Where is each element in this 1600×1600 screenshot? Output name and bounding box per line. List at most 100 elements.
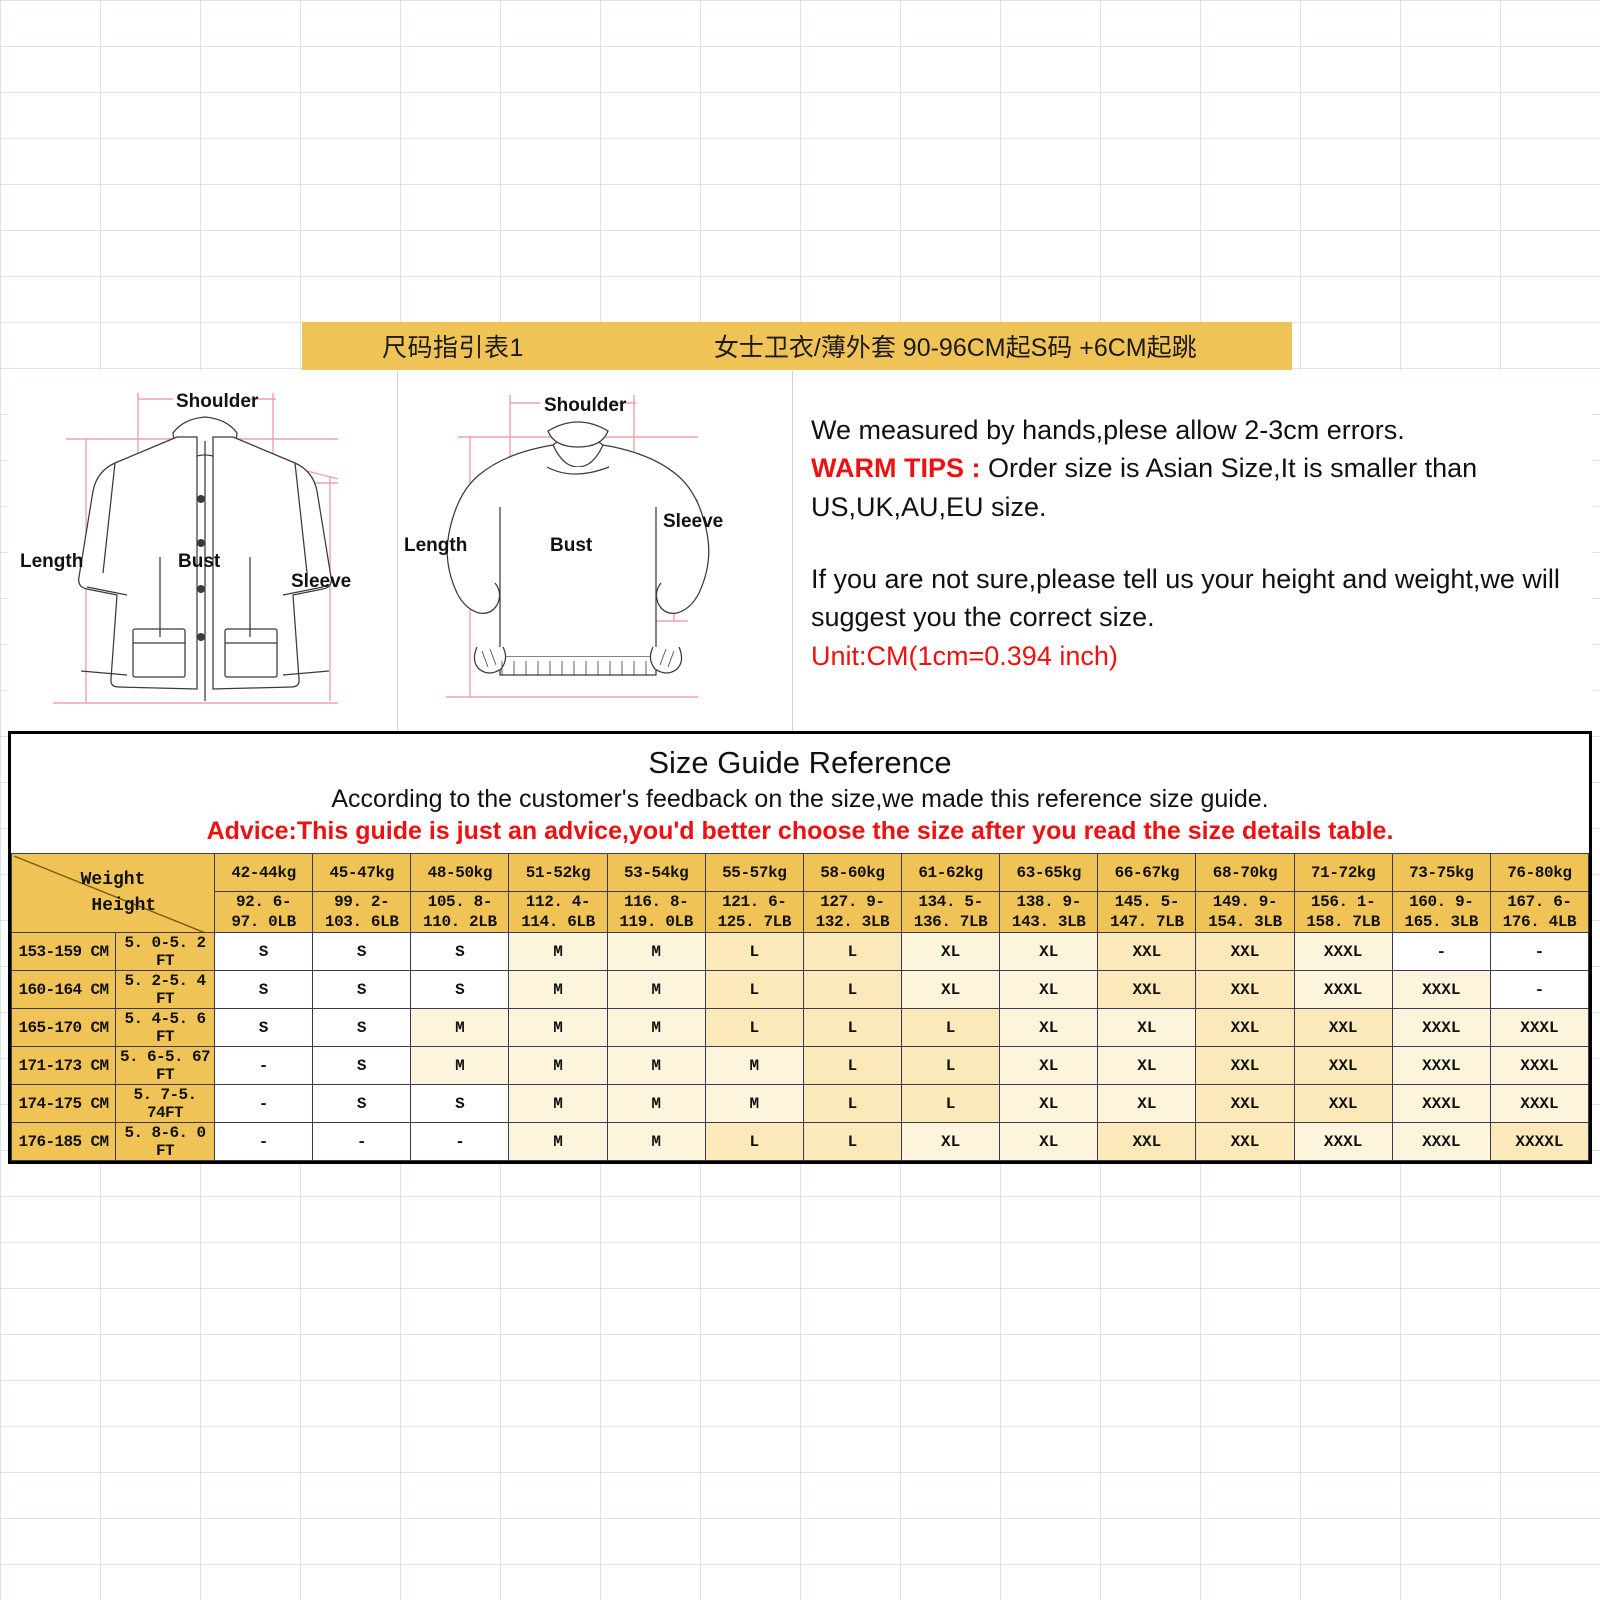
warm-tips-label: WARM TIPS (811, 453, 964, 484)
weight-lb-header-2: 105. 8- 110. 2LB (410, 891, 510, 933)
weight-lb-header-13: 167. 6- 176. 4LB (1489, 891, 1590, 933)
weight-kg-header-7: 61-62kg (900, 853, 1001, 892)
jacket-label-bust: Bust (178, 551, 221, 572)
size-cell-r0-c12: - (1391, 932, 1491, 971)
size-cell-r2-c10: XXL (1195, 1008, 1295, 1047)
weight-lb-header-6: 127. 9- 132. 3LB (802, 891, 903, 933)
height-ft-cell-0: 5. 0-5. 2 FT (114, 932, 216, 971)
weight-lb-header-7: 134. 5- 136. 7LB (900, 891, 1001, 933)
size-cell-r3-c2: M (410, 1046, 510, 1085)
jacket-label-length: Length (20, 551, 83, 572)
weight-lb-header-9: 145. 5- 147. 7LB (1097, 891, 1197, 933)
title-band-right-label: 女士卫衣/薄外套 90-96CM起S码 +6CM起跳 (713, 334, 1197, 362)
size-cell-r5-c7: XL (900, 1122, 1001, 1161)
size-cell-r4-c0: - (214, 1084, 314, 1123)
size-cell-r0-c10: XXL (1195, 932, 1295, 971)
size-cell-r3-c3: M (508, 1046, 608, 1085)
size-guide-advice: Advice:This guide is just an advice,you'… (206, 817, 1394, 846)
size-cell-r1-c3: M (508, 970, 608, 1009)
size-guide-block: Size Guide Reference According to the cu… (8, 731, 1592, 1164)
size-cell-r1-c2: S (410, 970, 510, 1009)
size-cell-r3-c4: M (606, 1046, 706, 1085)
size-cell-r1-c1: S (312, 970, 412, 1009)
size-cell-r3-c1: S (312, 1046, 412, 1085)
size-cell-r0-c9: XXL (1097, 932, 1197, 971)
size-cell-r0-c13: - (1489, 932, 1590, 971)
weight-kg-header-11: 71-72kg (1293, 853, 1393, 892)
size-cell-r4-c2: S (410, 1084, 510, 1123)
weight-kg-header-12: 73-75kg (1391, 853, 1491, 892)
size-cell-r0-c4: M (606, 932, 706, 971)
sweatshirt-diagram-svg: Shoulder Length Bust Sleeve (404, 395, 723, 698)
size-guide-title: Size Guide Reference (648, 745, 952, 780)
weight-kg-header-3: 51-52kg (508, 853, 608, 892)
table-row: 171-173 CM 5. 6-5. 67 FT - S M M M M L L XL XL XXL XX… (11, 1046, 1590, 1085)
weight-lb-header-8: 138. 9- 143. 3LB (999, 891, 1099, 933)
tips-line-1: We measured by hands,plese allow 2-3cm e… (811, 415, 1405, 445)
size-cell-r4-c5: M (704, 1084, 804, 1123)
weight-kg-header-0: 42-44kg (214, 853, 314, 892)
size-cell-r4-c6: L (802, 1084, 903, 1123)
tips-unit-line: Unit:CM(1cm=0.394 inch) (811, 640, 1118, 671)
sweatshirt-label-bust: Bust (550, 535, 593, 556)
size-cell-r0-c11: XXXL (1293, 932, 1393, 971)
size-cell-r4-c8: XL (999, 1084, 1099, 1123)
sweatshirt-illustration: Shoulder Length Bust Sleeve (398, 371, 793, 731)
size-cell-r2-c0: S (214, 1008, 314, 1047)
size-cell-r3-c6: L (802, 1046, 903, 1085)
size-cell-r0-c6: L (802, 932, 903, 971)
table-row: 165-170 CM 5. 4-5. 6 FT S S M M M L L L XL XL XXL XXL… (11, 1008, 1590, 1047)
size-cell-r4-c10: XXL (1195, 1084, 1295, 1123)
size-cell-r2-c2: M (410, 1008, 510, 1047)
tips-line-3: If you are not sure,please tell us your … (811, 563, 1560, 633)
weight-lb-header-1: 99. 2- 103. 6LB (312, 891, 412, 933)
table-row: 160-164 CM 5. 2-5. 4 FT S S S M M L L XL XL XXL XXL X… (11, 970, 1590, 1009)
size-cell-r1-c6: L (802, 970, 903, 1009)
size-cell-r4-c4: M (606, 1084, 706, 1123)
size-cell-r3-c5: M (704, 1046, 804, 1085)
size-cell-r3-c11: XXL (1293, 1046, 1393, 1085)
size-cell-r2-c7: L (900, 1008, 1001, 1047)
size-cell-r4-c13: XXXL (1489, 1084, 1590, 1123)
size-cell-r3-c10: XXL (1195, 1046, 1295, 1085)
size-cell-r1-c8: XL (999, 970, 1099, 1009)
size-reference-table: Weight Height 42-44kg 45-47kg 48-50kg 51-52k… (10, 853, 1590, 1161)
size-cell-r0-c2: S (410, 932, 510, 971)
size-cell-r5-c2: - (410, 1122, 510, 1161)
weight-kg-header-5: 55-57kg (704, 853, 804, 892)
jacket-diagram-svg: Shoulder Length Bust Sleeve (20, 391, 351, 704)
weight-kg-header-1: 45-47kg (312, 853, 412, 892)
size-cell-r5-c3: M (508, 1122, 608, 1161)
height-cm-cell-3: 171-173 CM (11, 1046, 116, 1085)
size-cell-r3-c9: XL (1097, 1046, 1197, 1085)
table-header-row-kg: Weight Height 42-44kg 45-47kg 48-50kg 51-52k… (10, 853, 1590, 933)
weight-kg-header-13: 76-80kg (1489, 853, 1590, 892)
size-cell-r1-c4: M (606, 970, 706, 1009)
size-cell-r1-c5: L (704, 970, 804, 1009)
size-cell-r2-c5: L (704, 1008, 804, 1047)
title-band-left-label: 尺码指引表1 (382, 334, 524, 362)
size-cell-r1-c10: XXL (1195, 970, 1295, 1009)
height-cm-cell-1: 160-164 CM (11, 970, 116, 1009)
sweatshirt-label-shoulder: Shoulder (544, 395, 627, 416)
size-cell-r2-c1: S (312, 1008, 412, 1047)
size-cell-r4-c12: XXXL (1391, 1084, 1491, 1123)
size-cell-r4-c7: L (900, 1084, 1001, 1123)
size-guide-heading-area: Size Guide Reference According to the cu… (11, 734, 1589, 853)
height-ft-cell-2: 5. 4-5. 6 FT (114, 1008, 216, 1047)
size-cell-r2-c8: XL (999, 1008, 1099, 1047)
table-row: 174-175 CM 5. 7-5. 74FT - S S M M M L L XL XL XXL XXL… (11, 1084, 1590, 1123)
size-cell-r1-c13: - (1489, 970, 1590, 1009)
size-cell-r1-c12: XXXL (1391, 970, 1491, 1009)
height-cm-cell-4: 174-175 CM (11, 1084, 116, 1123)
size-guide-subtitle: According to the customer's feedback on … (331, 784, 1269, 813)
size-cell-r5-c12: XXXL (1391, 1122, 1491, 1161)
size-cell-r5-c10: XXL (1195, 1122, 1295, 1161)
size-cell-r5-c13: XXXXL (1489, 1122, 1590, 1161)
size-cell-r3-c8: XL (999, 1046, 1099, 1085)
size-cell-r2-c13: XXXL (1489, 1008, 1590, 1047)
size-cell-r0-c1: S (312, 932, 412, 971)
jacket-illustration: Shoulder Length Bust Sleeve (8, 371, 398, 731)
height-cm-cell-2: 165-170 CM (11, 1008, 116, 1047)
height-ft-cell-1: 5. 2-5. 4 FT (114, 970, 216, 1009)
